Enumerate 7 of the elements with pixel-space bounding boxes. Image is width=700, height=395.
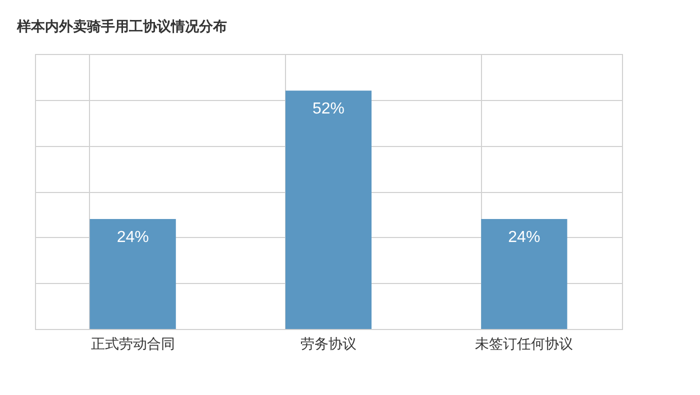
x-tick-label: 正式劳动合同 xyxy=(90,336,175,352)
x-tick-label: 未签订任何协议 xyxy=(475,336,574,352)
chart-title: 样本内外卖骑手用工协议情况分布 xyxy=(16,18,227,34)
x-tick-label: 劳务协议 xyxy=(300,336,356,352)
data-label: 24% xyxy=(116,229,149,246)
data-label: 24% xyxy=(508,229,540,246)
data-label: 52% xyxy=(312,100,345,118)
